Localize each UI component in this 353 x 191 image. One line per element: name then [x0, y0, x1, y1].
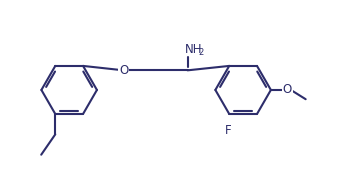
Text: O: O — [119, 64, 128, 77]
Text: F: F — [225, 124, 232, 137]
Text: 2: 2 — [199, 48, 204, 57]
Text: O: O — [282, 83, 292, 96]
Text: NH: NH — [185, 43, 203, 56]
